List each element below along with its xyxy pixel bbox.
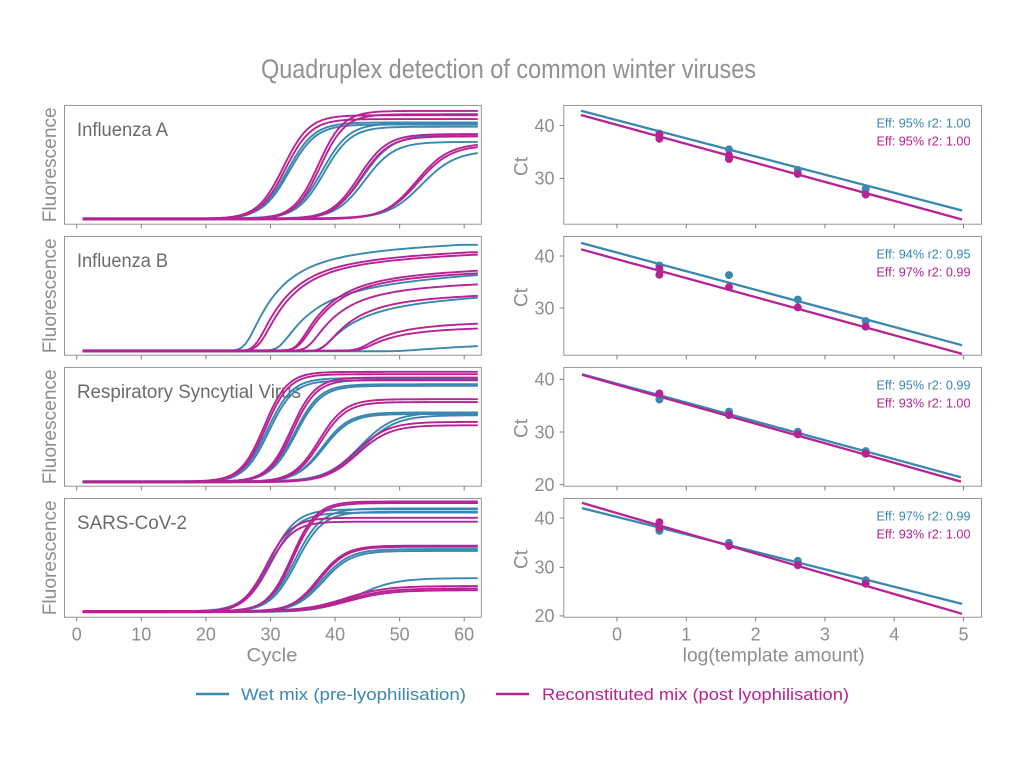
svg-text:5: 5 bbox=[958, 625, 968, 645]
svg-text:3: 3 bbox=[820, 625, 830, 645]
svg-text:30: 30 bbox=[534, 169, 554, 189]
svg-text:50: 50 bbox=[390, 625, 410, 645]
svg-text:Influenza B: Influenza B bbox=[77, 251, 168, 272]
svg-text:Fluorescence: Fluorescence bbox=[40, 107, 61, 222]
svg-text:30: 30 bbox=[534, 298, 554, 318]
svg-text:Quadruplex detection of common: Quadruplex detection of common winter vi… bbox=[261, 54, 756, 84]
svg-text:SARS-CoV-2: SARS-CoV-2 bbox=[77, 513, 187, 534]
svg-text:Ct: Ct bbox=[512, 156, 533, 176]
svg-text:Eff: 93% r2: 1.00: Eff: 93% r2: 1.00 bbox=[877, 528, 971, 542]
svg-text:40: 40 bbox=[534, 246, 554, 266]
svg-text:40: 40 bbox=[534, 370, 554, 390]
svg-text:4: 4 bbox=[889, 625, 899, 645]
svg-text:Eff: 95% r2: 1.00: Eff: 95% r2: 1.00 bbox=[877, 116, 971, 130]
svg-text:60: 60 bbox=[454, 625, 474, 645]
svg-text:0: 0 bbox=[72, 625, 82, 645]
svg-text:Eff: 93% r2: 1.00: Eff: 93% r2: 1.00 bbox=[877, 397, 971, 411]
svg-text:Ct: Ct bbox=[512, 287, 533, 307]
svg-text:40: 40 bbox=[534, 116, 554, 136]
svg-text:40: 40 bbox=[534, 508, 554, 528]
svg-text:Eff: 94% r2: 0.95: Eff: 94% r2: 0.95 bbox=[877, 247, 971, 261]
svg-text:Fluorescence: Fluorescence bbox=[40, 238, 61, 353]
svg-text:40: 40 bbox=[325, 625, 345, 645]
svg-text:Reconstituted mix (post lyophi: Reconstituted mix (post lyophilisation) bbox=[542, 685, 849, 704]
svg-text:log(template amount): log(template amount) bbox=[683, 646, 865, 667]
svg-text:10: 10 bbox=[131, 625, 151, 645]
svg-text:20: 20 bbox=[196, 625, 216, 645]
svg-text:Influenza A: Influenza A bbox=[77, 120, 168, 141]
svg-text:30: 30 bbox=[534, 422, 554, 442]
svg-text:Eff: 97% r2: 0.99: Eff: 97% r2: 0.99 bbox=[877, 266, 971, 280]
svg-text:1: 1 bbox=[681, 625, 691, 645]
svg-text:Cycle: Cycle bbox=[247, 646, 298, 667]
svg-text:20: 20 bbox=[534, 475, 554, 495]
svg-text:0: 0 bbox=[612, 625, 622, 645]
svg-text:30: 30 bbox=[260, 625, 280, 645]
svg-text:Fluorescence: Fluorescence bbox=[40, 369, 61, 484]
svg-text:Wet mix (pre-lyophilisation): Wet mix (pre-lyophilisation) bbox=[241, 685, 466, 704]
svg-text:Ct: Ct bbox=[512, 418, 533, 438]
svg-text:2: 2 bbox=[751, 625, 761, 645]
svg-text:Respiratory Syncytial Virus: Respiratory Syncytial Virus bbox=[77, 382, 301, 403]
svg-text:Eff: 95% r2: 0.99: Eff: 95% r2: 0.99 bbox=[877, 378, 971, 392]
svg-text:Eff: 95% r2: 1.00: Eff: 95% r2: 1.00 bbox=[877, 135, 971, 149]
svg-text:Fluorescence: Fluorescence bbox=[40, 500, 61, 615]
svg-text:Ct: Ct bbox=[512, 549, 533, 569]
svg-text:30: 30 bbox=[534, 558, 554, 578]
svg-text:20: 20 bbox=[534, 606, 554, 626]
svg-text:Eff: 97% r2: 0.99: Eff: 97% r2: 0.99 bbox=[877, 509, 971, 523]
